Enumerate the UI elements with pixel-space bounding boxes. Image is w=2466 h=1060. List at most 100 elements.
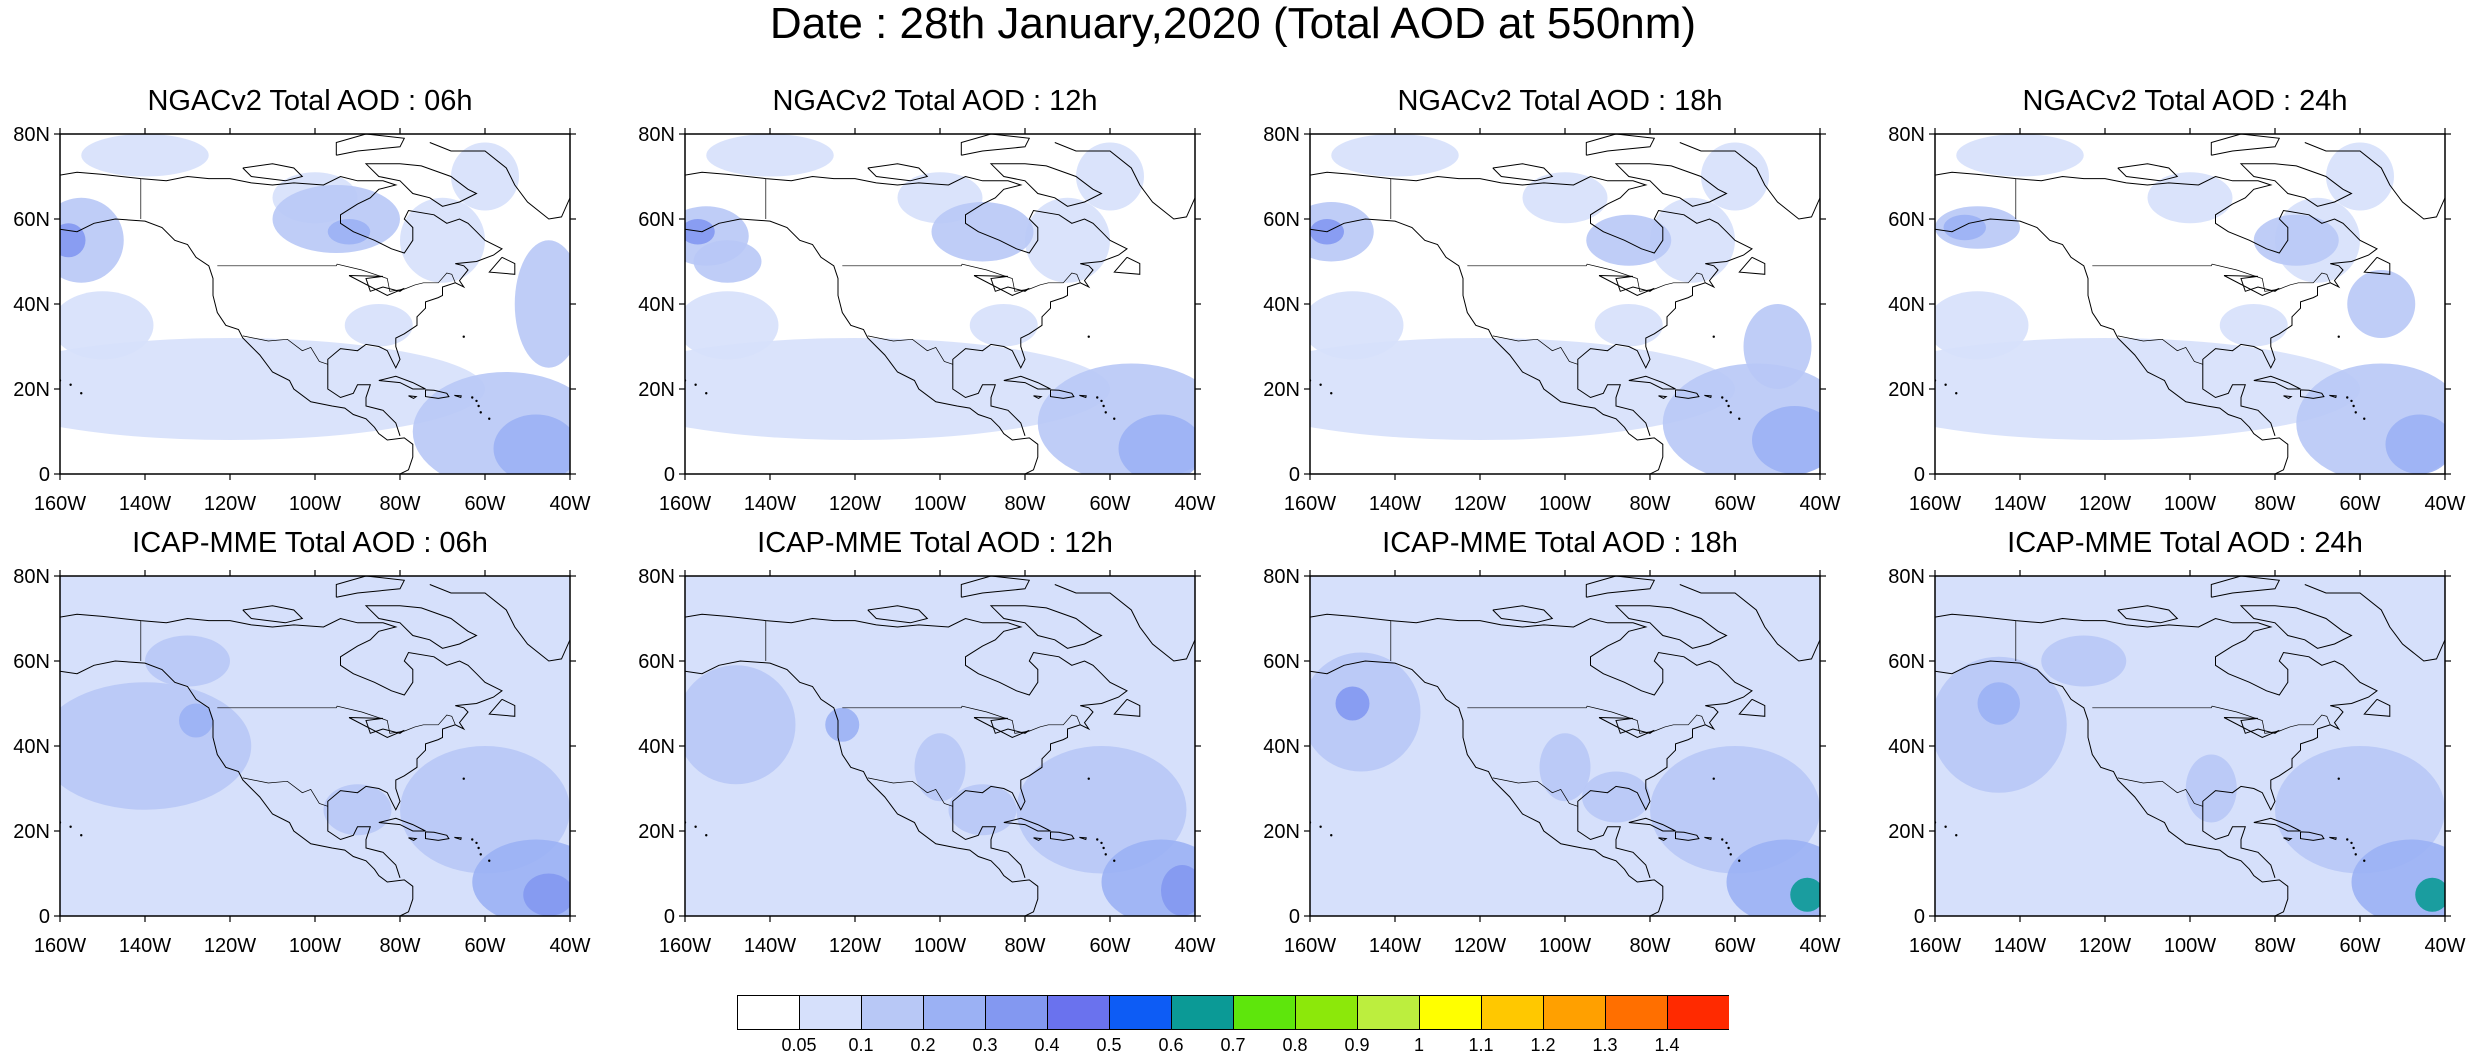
small-island [463, 778, 465, 780]
small-island [2355, 411, 2357, 413]
lon-label: 60W [2339, 935, 2380, 957]
lon-label: 60W [2339, 493, 2380, 515]
aod-shading [970, 304, 1038, 347]
aod-shading [1523, 172, 1608, 223]
small-island [1330, 834, 1332, 836]
lon-label: 100W [289, 935, 341, 957]
lat-label: 80N [1888, 124, 1925, 146]
small-island [1721, 396, 1723, 398]
lon-label: 80W [1004, 935, 1045, 957]
lon-label: 100W [1539, 935, 1591, 957]
lon-label: 40W [2424, 493, 2465, 515]
small-island [1113, 418, 1115, 420]
aod-shading [1161, 865, 1204, 916]
small-island [480, 411, 482, 413]
aod-shading [825, 708, 859, 742]
aod-shading [2347, 270, 2415, 338]
small-island [2350, 842, 2352, 844]
aod-shading [328, 219, 371, 245]
colorbar-swatch [1110, 996, 1172, 1030]
lon-label: 160W [34, 493, 86, 515]
aod-shading [1727, 840, 1846, 925]
lat-label: 80N [638, 566, 675, 588]
aod-shading [1540, 733, 1591, 801]
lon-label: 100W [289, 493, 341, 515]
small-island [1725, 400, 1727, 402]
aod-shading [1744, 304, 1812, 389]
aod-shading [39, 682, 252, 810]
aod-shading [915, 733, 966, 801]
lat-label: 0 [1914, 464, 1925, 486]
aod-shading [494, 415, 579, 483]
lon-label: 120W [1454, 935, 1506, 957]
lon-label: 140W [1369, 493, 1421, 515]
aod-shading [1119, 415, 1204, 483]
colorbar-swatch [1482, 996, 1544, 1030]
lon-label: 140W [1994, 935, 2046, 957]
small-island [2338, 778, 2340, 780]
lat-label: 20N [638, 379, 675, 401]
figure-title: Date : 28th January,2020 (Total AOD at 5… [0, 2, 2466, 46]
colorbar-label: 0.6 [1158, 1035, 1183, 1055]
small-island [2346, 396, 2348, 398]
aod-shading [179, 704, 213, 738]
lon-label: 100W [914, 493, 966, 515]
colorbar-label: 0.1 [848, 1035, 873, 1055]
colorbar-swatch [986, 996, 1048, 1030]
small-island [1102, 847, 1104, 849]
lon-label: 60W [464, 493, 505, 515]
lon-label: 80W [1629, 493, 1670, 515]
colorbar-swatch [1048, 996, 1110, 1030]
lon-label: 160W [1909, 493, 1961, 515]
aod-shading [677, 665, 796, 784]
colorbar-swatch [1606, 996, 1668, 1030]
small-island [1944, 826, 1946, 828]
lon-label: 80W [379, 493, 420, 515]
lat-label: 60N [1888, 651, 1925, 673]
lat-label: 20N [1888, 821, 1925, 843]
small-island [1330, 392, 1332, 394]
aod-shading [1102, 840, 1221, 925]
lat-label: 60N [1263, 209, 1300, 231]
panel-title: NGACv2 Total AOD : 18h [1250, 86, 1870, 116]
small-island [705, 834, 707, 836]
lon-label: 160W [34, 935, 86, 957]
lat-label: 0 [1289, 464, 1300, 486]
colorbar-swatch [1234, 996, 1296, 1030]
colorbar-swatch [1668, 996, 1730, 1030]
aod-shading [273, 185, 401, 253]
aod-shading [451, 143, 519, 211]
small-island [1088, 336, 1090, 338]
aod-shading [2220, 304, 2288, 347]
lon-label: 40W [1799, 935, 1840, 957]
lon-label: 120W [829, 493, 881, 515]
lat-label: 0 [1914, 906, 1925, 928]
lon-label: 120W [1454, 493, 1506, 515]
lon-label: 60W [464, 935, 505, 957]
aod-shading [1076, 143, 1144, 211]
lat-label: 40N [13, 294, 50, 316]
lon-label: 80W [2254, 935, 2295, 957]
lon-label: 160W [659, 493, 711, 515]
small-island [2352, 847, 2354, 849]
panel-title: ICAP-MME Total AOD : 12h [625, 528, 1245, 558]
aod-shading [1752, 406, 1837, 474]
lon-label: 120W [2079, 493, 2131, 515]
lon-label: 160W [1284, 935, 1336, 957]
small-island [488, 860, 490, 862]
small-island [1955, 392, 1957, 394]
aod-shading [52, 223, 86, 257]
lat-label: 20N [1263, 821, 1300, 843]
aod-shading [1586, 215, 1671, 266]
aod-shading [1701, 143, 1769, 211]
aod-shading [2186, 755, 2237, 823]
small-island [2355, 853, 2357, 855]
colorbar-label: 0.9 [1344, 1035, 1369, 1055]
